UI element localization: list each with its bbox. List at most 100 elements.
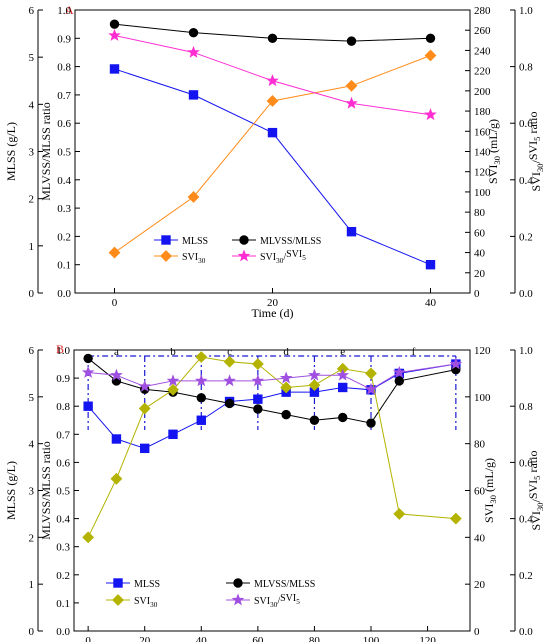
panel-b-series-svi30-point: [195, 351, 208, 363]
panel-b-series-mlvss-mlss-point: [224, 398, 235, 409]
panel-b-phase-label: b: [170, 346, 176, 358]
panel-a-legend-mlvss-mlss-swatch-marker: [239, 235, 249, 245]
panel-b-series-svi30-svi5-point: [81, 365, 95, 378]
panel-b-series-svi30-svi5-point: [166, 374, 180, 387]
panel-b-left2-tick-label: 0.6: [56, 457, 70, 469]
panel-b-legend-mlss-swatch-marker: [113, 578, 123, 588]
panel-b-left2-tick-label: 0.9: [56, 373, 70, 385]
panel-b-right1-tick-label: 80: [474, 439, 486, 451]
panel-a-left1-tick-label: 4: [29, 99, 35, 111]
panel-a-series-mlvss-mlss-point: [188, 27, 199, 38]
panel-a-right1-tick-label: 180: [474, 106, 491, 118]
panel-b-left2-tick-label: 1.0: [56, 345, 70, 357]
panel-b-left1-title: MLSS (g/L): [4, 461, 18, 520]
panel-b-left1-tick-label: 5: [29, 392, 35, 404]
panel-b-series-mlss-point: [196, 415, 206, 425]
panel-b-series-svi30-point: [138, 402, 151, 415]
panel-a-series-mlvss-mlss-point: [346, 36, 357, 46]
panel-a-right2-title: SVI30/SVI5 ratio: [526, 112, 545, 192]
panel-a-left2-tick-label: 0.8: [57, 62, 71, 74]
panel-b-series-svi30-svi5-point: [138, 379, 152, 392]
panel-b-x-tick-label: 100: [363, 635, 380, 642]
panel-b-legend-svi30-svi5-swatch-marker: [231, 593, 245, 606]
panel-b-left2-tick-label: 0.7: [56, 429, 70, 441]
panel-b-x-tick-label: 20: [139, 635, 151, 642]
panel-b-series-mlss-point: [253, 394, 263, 404]
panel-a-legend-mlvss-mlss-label: MLVSS/MLSS: [260, 236, 321, 247]
panel-b-right1-tick-label: 20: [474, 579, 486, 591]
panel-a-series-mlss-point: [346, 226, 357, 237]
panel-b-x-tick-label: 40: [196, 635, 208, 642]
panel-b-left1-tick-label: 2: [29, 532, 35, 544]
panel-a-legend-svi30-swatch-marker: [160, 250, 172, 262]
panel-b-series-svi30-point: [82, 531, 95, 544]
panel-a-series-svi30-point: [187, 191, 200, 203]
panel-b-legend-mlvss-mlss-swatch-marker: [233, 578, 243, 588]
panel-b-right1-tick-label: 60: [474, 486, 486, 498]
panel-a-series-svi30-point: [266, 95, 279, 107]
panel-b-phase-label: a: [114, 346, 119, 358]
panel-a-right1-tick-label: 100: [474, 187, 491, 199]
panel-b-series-mlvss-mlss-point: [196, 393, 206, 403]
panel-a-left2-tick-label: 0.9: [57, 33, 71, 45]
panel-b-series-mlvss-mlss-point: [253, 404, 263, 414]
panel-a-series-svi30-svi5-point: [345, 96, 358, 109]
panel-b-right2-tick-label: 0.4: [519, 514, 533, 526]
panel-b-series-svi30-point: [365, 367, 377, 380]
panel-b-series-mlss-point: [168, 429, 178, 440]
panel-a-left1-tick-label: 5: [29, 52, 35, 64]
panel-b-series-svi30-svi5-point: [279, 371, 293, 384]
panel-a-left2-tick-label: 0.1: [57, 260, 71, 272]
panel-b-phase-label: f: [412, 346, 416, 358]
panel-b-series-svi30-point: [167, 383, 179, 396]
panel-a-series-svi30-point: [424, 49, 437, 62]
panel-b-right2-tick-label: 0.8: [519, 401, 533, 413]
panel-b-series-svi30-svi5-point: [336, 368, 350, 381]
panel-a-right1-tick-label: 240: [474, 45, 491, 57]
panel-a-legend-svi30-svi5-swatch-marker: [237, 249, 251, 262]
panel-a-right2-tick-label: 0.0: [519, 288, 533, 300]
panel-b-series-svi30-point: [308, 379, 321, 392]
panel-b-series-svi30-svi5-point: [194, 374, 208, 387]
panel-a-left1-tick-label: 2: [29, 194, 35, 206]
panel-b-left2-tick-label: 0.8: [56, 401, 70, 413]
panel-a-series-svi30-point: [108, 246, 121, 259]
panel-a-left1-tick-label: 1: [29, 241, 35, 253]
panel-b-left2-tick-label: 0.1: [56, 598, 70, 610]
panel-b-phase-label: e: [340, 346, 345, 358]
panel-a-right1-tick-label: 160: [474, 126, 491, 138]
panel-a-x-tick-label: 20: [267, 297, 279, 309]
panel-a-right1-tick-label: 220: [474, 66, 491, 78]
panel-b-series-mlss-point: [111, 434, 122, 444]
panel-a-letter: A: [65, 3, 74, 17]
panel-a-left1-tick-label: 6: [29, 5, 35, 17]
panel-b-series-mlvss-mlss-point: [309, 415, 320, 425]
panel-a-right1-tick-label: 140: [474, 147, 491, 159]
panel-b-left1-tick-label: 4: [29, 439, 35, 451]
panel-a-series-mlss-point: [188, 90, 199, 100]
panel-b-legend-svi30-label: SVI30: [134, 596, 158, 609]
panel-b-right1-title: SVI30 (mL/g): [482, 458, 498, 523]
panel-b-right1-tick-label: 40: [474, 532, 486, 544]
panel-a-legend-svi30-svi5-label: SVI30/SVI5: [260, 249, 306, 265]
panel-b-left2-tick-label: 0.5: [56, 486, 70, 498]
panel-b-series-svi30-point: [251, 358, 264, 370]
panel-b-series-svi30-point: [110, 472, 123, 485]
panel-a-right1-tick-label: 0: [474, 288, 480, 300]
panel-a-left2-tick-label: 0.5: [57, 147, 71, 159]
panel-a-series-mlss-point: [267, 127, 278, 138]
panel-a-plot-frame: [74, 9, 471, 294]
panel-b-series-svi30-point: [449, 512, 462, 525]
panel-b-left1-tick-label: 1: [29, 579, 35, 591]
panel-b-series-svi30-svi5-point: [110, 368, 123, 381]
panel-a-left1-tick-label: 0: [29, 288, 35, 300]
panel-a-x-tick-label: 0: [112, 297, 118, 309]
panel-b-x-tick-label: 120: [419, 635, 436, 642]
panel-b-series-svi30-svi5-point: [251, 374, 265, 387]
panel-a-right1-tick-label: 40: [474, 248, 486, 260]
panel-a-left2-tick-label: 0.6: [57, 118, 71, 130]
panel-b-series-mlss-point: [140, 443, 150, 454]
panel-b-series-svi30-svi5-point: [223, 374, 236, 387]
panel-a-right1-tick-label: 260: [474, 25, 491, 37]
